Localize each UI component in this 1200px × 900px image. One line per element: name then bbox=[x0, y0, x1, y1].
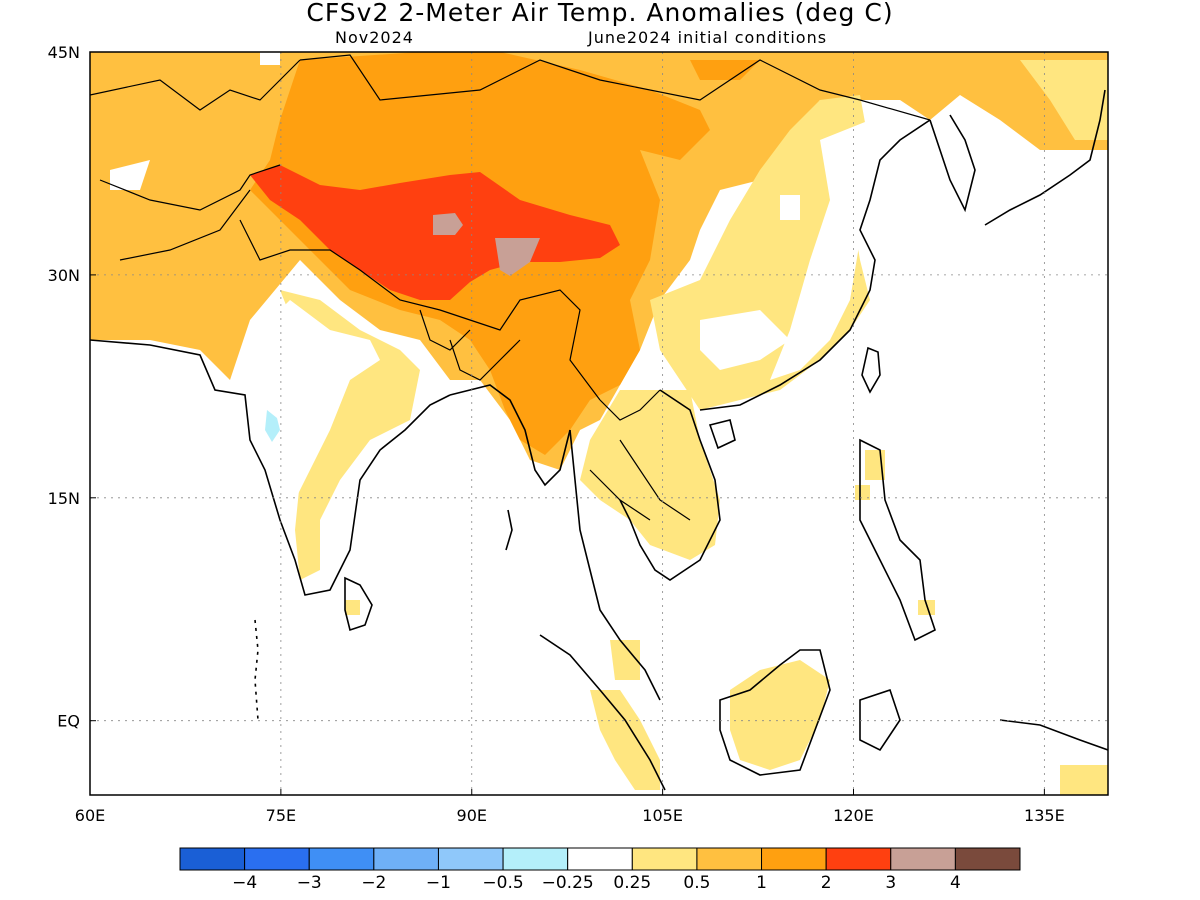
anomaly-0.25-0.5-sumatra bbox=[590, 690, 660, 790]
colorbar-swatch bbox=[308, 847, 375, 871]
chart-title: CFSv2 2-Meter Air Temp. Anomalies (deg C… bbox=[306, 0, 894, 27]
longitude-ticks: 60E 75E 90E 105E 120E 135E bbox=[75, 789, 1065, 825]
colorbar-swatch bbox=[890, 847, 956, 871]
border-line bbox=[239, 219, 601, 401]
sumatra-coastline bbox=[539, 634, 666, 791]
lat-tick-label: 30N bbox=[48, 266, 80, 285]
colorbar-label: 0.25 bbox=[613, 873, 651, 893]
border-line bbox=[90, 59, 301, 111]
china-coastline bbox=[699, 119, 931, 411]
colorbar-swatch bbox=[761, 847, 827, 871]
colorbar-swatch bbox=[825, 847, 892, 871]
colorbar-swatch bbox=[373, 847, 439, 871]
colorbar-label: 3 bbox=[885, 873, 896, 893]
neutral-anomaly-china-coast bbox=[770, 120, 900, 380]
colorbar-swatch bbox=[244, 847, 310, 871]
colorbar-label: −0.5 bbox=[482, 873, 523, 893]
lat-tick-label: 45N bbox=[48, 43, 80, 62]
lon-tick-label: 135E bbox=[1024, 806, 1065, 825]
border-line bbox=[589, 469, 651, 521]
anomaly-0.25-0.5-sumatra-north bbox=[610, 640, 640, 680]
anomaly-0.25-0.5-new-guinea bbox=[1060, 765, 1108, 795]
taiwan-coastline bbox=[861, 346, 881, 394]
lon-tick-label: 75E bbox=[266, 806, 296, 825]
bay-of-bengal-coastline bbox=[449, 384, 571, 487]
country-borders bbox=[90, 54, 931, 521]
colorbar-label: −1 bbox=[426, 873, 451, 893]
lon-tick-label: 105E bbox=[642, 806, 683, 825]
indochina-coastline bbox=[569, 429, 661, 701]
border-line bbox=[599, 389, 661, 421]
anomaly-0.25-0.5-sri-lanka bbox=[345, 600, 360, 615]
colorbar-label: 0.5 bbox=[683, 873, 710, 893]
coastlines bbox=[90, 89, 1108, 791]
colorbar-swatch bbox=[179, 847, 246, 871]
border-line bbox=[419, 309, 471, 351]
border-line bbox=[119, 189, 251, 261]
colorbar-swatch bbox=[954, 847, 1021, 871]
lon-tick-label: 60E bbox=[75, 806, 105, 825]
maldives bbox=[254, 619, 259, 721]
lon-tick-label: 90E bbox=[457, 806, 487, 825]
border-line bbox=[299, 54, 931, 121]
border-line bbox=[99, 164, 281, 211]
colorbar-label: −3 bbox=[297, 873, 322, 893]
new-guinea-coastline bbox=[999, 719, 1108, 751]
anomaly-0.25-0.5-indochina bbox=[580, 390, 720, 560]
japan-coastline bbox=[984, 89, 1106, 226]
colorbar-label: 2 bbox=[821, 873, 832, 893]
lat-tick-label: EQ bbox=[57, 712, 80, 731]
map-frame bbox=[89, 51, 1109, 796]
initial-conditions: June2024 initial conditions bbox=[588, 28, 828, 47]
latitude-ticks: 45N 30N 15N EQ bbox=[48, 43, 96, 731]
borneo-coastline bbox=[719, 649, 831, 776]
sri-lanka-coastline bbox=[344, 576, 373, 632]
vietnam-coastline bbox=[619, 389, 721, 581]
colorbar-label: 1 bbox=[756, 873, 767, 893]
lat-tick-label: 15N bbox=[48, 489, 80, 508]
neutral-anomaly-south-china bbox=[700, 310, 790, 370]
sulawesi-coastline bbox=[859, 688, 901, 752]
lon-tick-label: 120E bbox=[833, 806, 874, 825]
anomaly-field bbox=[90, 52, 1108, 795]
anomaly-1-2-north bbox=[420, 55, 760, 80]
gridlines bbox=[90, 52, 1108, 795]
colorbar-label: −2 bbox=[361, 873, 386, 893]
andaman-islands bbox=[505, 509, 513, 551]
hainan-coastline bbox=[708, 419, 736, 450]
colorbar-swatch bbox=[567, 847, 633, 871]
india-coastline bbox=[90, 339, 451, 596]
colorbar-swatch bbox=[437, 847, 504, 871]
colorbar-label: −0.25 bbox=[542, 873, 594, 893]
forecast-month: Nov2024 bbox=[335, 28, 414, 47]
border-line bbox=[619, 439, 691, 521]
neutral-anomaly-india bbox=[245, 300, 380, 500]
anomaly-neg-0.25-patch bbox=[265, 410, 280, 442]
anomaly-3-4-patch-2 bbox=[495, 238, 540, 276]
korea-coastline bbox=[929, 114, 976, 213]
colorbar-label: −4 bbox=[232, 873, 257, 893]
colorbar-swatch bbox=[696, 847, 763, 871]
neutral-anomaly-central-asia bbox=[110, 160, 150, 190]
philippines-coastline bbox=[859, 438, 936, 642]
border-line bbox=[449, 339, 521, 381]
anomaly-0.25-0.5-borneo bbox=[730, 660, 830, 770]
colorbar-label: 4 bbox=[950, 873, 961, 893]
anomaly-0.25-0.5-india bbox=[280, 290, 420, 580]
colorbar: −4 −3 −2 −1 −0.5 −0.25 0.25 0.5 1 2 3 4 bbox=[179, 847, 1021, 893]
colorbar-swatch bbox=[631, 847, 698, 871]
colorbar-swatch bbox=[502, 847, 569, 871]
anomaly-3-4-patch-1 bbox=[433, 213, 463, 235]
